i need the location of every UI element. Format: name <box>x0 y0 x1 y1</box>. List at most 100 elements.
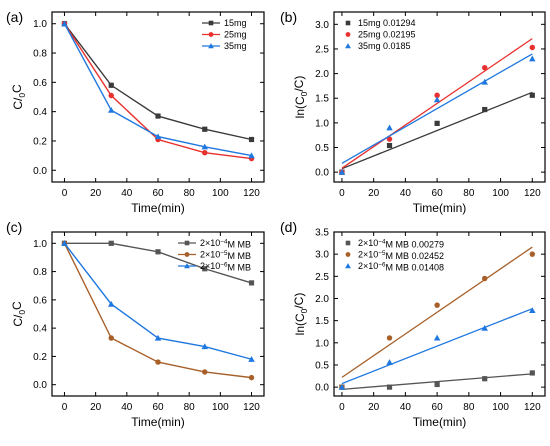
y-tick-label: 0.0 <box>33 166 47 177</box>
x-tick-label: 20 <box>90 402 102 413</box>
y-tick-label: 2.5 <box>315 272 329 283</box>
fit-line <box>341 38 533 169</box>
legend-label: 25mg <box>224 30 247 40</box>
legend-marker <box>345 252 351 257</box>
data-point <box>202 266 208 272</box>
legend-label: 2×10−5M MB 0.02452 <box>358 250 444 261</box>
legend-label-script: −4 <box>378 238 386 245</box>
x-tick-label: 100 <box>212 188 229 199</box>
x-tick-label: 20 <box>368 188 380 199</box>
series-3 <box>61 240 255 362</box>
y-tick-label: 0.6 <box>33 78 47 89</box>
data-point <box>529 92 535 98</box>
series-2 <box>339 246 536 390</box>
fit-line <box>341 308 533 385</box>
legend-label-script: −5 <box>220 250 228 257</box>
legend-label: 2×10−4M MB <box>200 238 251 249</box>
y-axis-title-part: ln(C <box>293 96 307 118</box>
y-tick-label: 2.0 <box>315 69 329 80</box>
y-axis-title: C/0C <box>10 301 27 327</box>
x-tick-label: 60 <box>152 188 164 199</box>
data-point <box>248 374 255 381</box>
x-tick-label: 40 <box>121 402 133 413</box>
data-point <box>481 78 488 85</box>
y-tick-label: 1.0 <box>315 338 329 349</box>
data-point <box>107 106 115 113</box>
x-tick-label: 0 <box>62 402 68 413</box>
x-tick-label: 80 <box>184 402 196 413</box>
data-point <box>248 136 255 143</box>
y-axis-title-sub: 0 <box>299 308 309 313</box>
data-point <box>386 136 393 142</box>
series-2 <box>339 38 536 175</box>
x-axis-title: Time(min) <box>131 201 185 215</box>
legend-label-script: −6 <box>220 261 228 268</box>
y-tick-label: 0.5 <box>315 360 329 371</box>
data-point <box>108 92 114 99</box>
data-point <box>529 55 536 62</box>
y-axis-title-rest: /C) <box>292 76 306 92</box>
data-point <box>202 149 208 156</box>
legend-label: 35mg <box>224 41 247 51</box>
legend-marker <box>345 20 351 26</box>
y-tick-label: 0.0 <box>33 380 47 391</box>
y-tick-label: 0.4 <box>33 324 47 335</box>
data-point <box>434 92 440 99</box>
fit-line <box>341 91 533 170</box>
x-axis-title: Time(min) <box>131 415 185 429</box>
x-tick-label: 80 <box>184 188 196 199</box>
y-axis-title-part: ln(C <box>293 313 307 335</box>
fit-line <box>341 373 533 390</box>
legend-marker <box>208 32 214 37</box>
legend-marker <box>345 43 351 49</box>
x-tick-label: 80 <box>463 188 475 199</box>
legend-marker <box>184 240 190 246</box>
data-point <box>107 300 115 307</box>
data-point <box>482 106 488 113</box>
y-axis-title-sub: 0 <box>17 93 27 98</box>
legend-label: 25mg 0.02195 <box>358 30 416 40</box>
legend-label-part: 2×10 <box>200 250 220 260</box>
y-axis-title: ln(C0/C) <box>292 76 309 119</box>
x-tick-label: 0 <box>62 188 68 199</box>
x-tick-label: 0 <box>339 402 345 413</box>
data-point <box>481 64 488 71</box>
legend-label-script: −6 <box>378 261 386 268</box>
y-axis-title-sub: 0 <box>17 310 27 315</box>
legend-label: 2×10−6M MB 0.01408 <box>358 261 444 272</box>
data-point <box>108 82 114 88</box>
legend-label: 2×10−4M MB 0.00279 <box>358 238 444 249</box>
data-point <box>386 124 393 131</box>
y-tick-label: 2.0 <box>315 294 329 305</box>
x-tick-label: 20 <box>90 188 102 199</box>
data-point <box>529 307 536 314</box>
series-3 <box>338 53 536 175</box>
legend-label-part: 2×10 <box>200 238 220 248</box>
y-tick-label: 1.0 <box>33 19 47 30</box>
data-point <box>155 249 161 255</box>
y-tick-label: 0.6 <box>33 295 47 306</box>
legend-label-rest: M MB <box>227 262 251 272</box>
data-point <box>61 240 68 246</box>
series-3 <box>61 20 255 159</box>
data-point <box>155 113 161 119</box>
y-axis-title: ln(C0/C) <box>292 293 309 336</box>
x-tick-label: 40 <box>121 188 133 199</box>
data-point <box>201 143 209 150</box>
panel-label: (a) <box>6 9 23 25</box>
data-point <box>154 334 162 341</box>
data-point <box>338 168 346 175</box>
y-tick-label: 3.0 <box>315 250 329 261</box>
data-point <box>529 251 536 257</box>
data-point <box>61 20 68 27</box>
x-tick-label: 100 <box>492 188 509 199</box>
x-tick-label: 40 <box>400 188 412 199</box>
x-tick-label: 100 <box>212 402 229 413</box>
y-axis-title-rest: C <box>10 301 24 310</box>
y-tick-label: 0.8 <box>33 49 47 60</box>
legend-label: 15mg <box>224 18 247 28</box>
